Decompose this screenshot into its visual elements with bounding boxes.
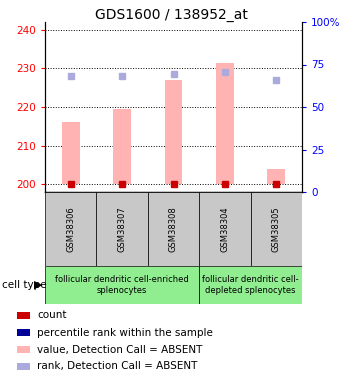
Text: follicular dendritic cell-enriched
splenocytes: follicular dendritic cell-enriched splen… <box>55 275 189 295</box>
Text: GSM38306: GSM38306 <box>66 206 75 252</box>
Bar <box>165 80 182 184</box>
Text: ▶: ▶ <box>34 280 42 290</box>
Text: count: count <box>37 310 67 321</box>
Bar <box>199 266 302 304</box>
Text: GSM38308: GSM38308 <box>169 206 178 252</box>
Text: follicular dendritic cell-
depleted splenocytes: follicular dendritic cell- depleted sple… <box>202 275 299 295</box>
Bar <box>62 123 80 184</box>
Bar <box>45 192 96 266</box>
Text: rank, Detection Call = ABSENT: rank, Detection Call = ABSENT <box>37 362 197 372</box>
Text: GSM38307: GSM38307 <box>118 206 127 252</box>
Bar <box>199 192 251 266</box>
Text: cell type: cell type <box>2 280 46 290</box>
Text: percentile rank within the sample: percentile rank within the sample <box>37 327 213 338</box>
Bar <box>113 109 131 184</box>
Bar <box>17 329 30 336</box>
Bar <box>267 169 285 184</box>
Text: GSM38305: GSM38305 <box>272 206 281 252</box>
Text: value, Detection Call = ABSENT: value, Detection Call = ABSENT <box>37 345 202 354</box>
Bar <box>17 312 30 319</box>
Bar <box>17 363 30 370</box>
Bar <box>148 192 199 266</box>
Text: GDS1600 / 138952_at: GDS1600 / 138952_at <box>95 8 248 22</box>
Bar <box>251 192 302 266</box>
Bar <box>45 266 199 304</box>
Bar <box>17 346 30 353</box>
Bar <box>216 63 234 184</box>
Text: GSM38304: GSM38304 <box>221 206 229 252</box>
Bar <box>96 192 148 266</box>
